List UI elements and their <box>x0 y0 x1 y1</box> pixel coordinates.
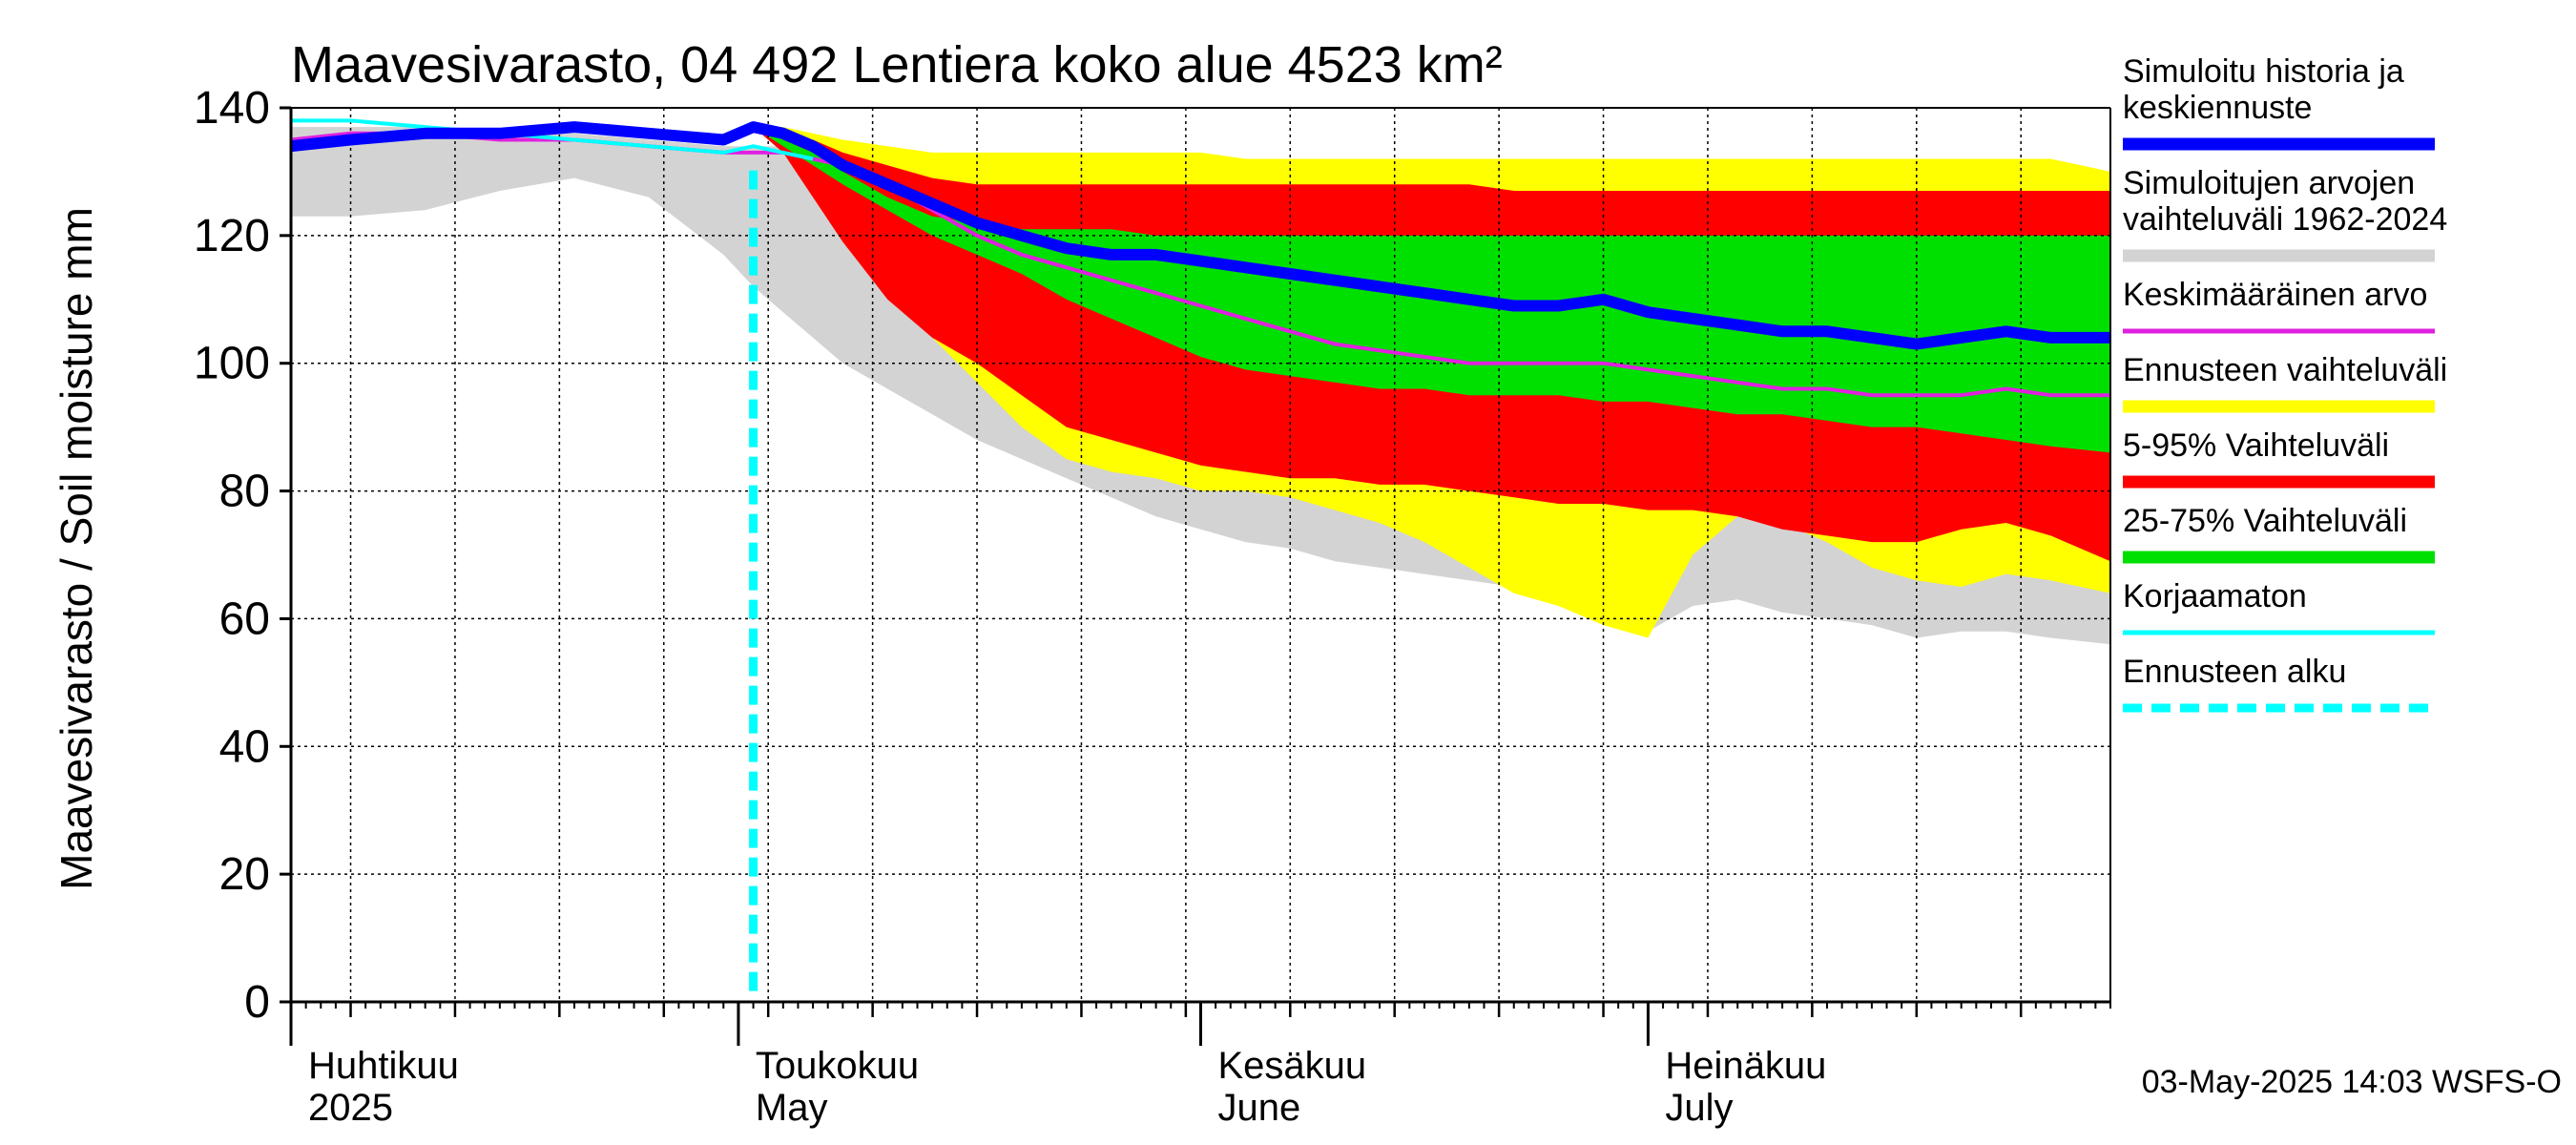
line-uncorrected <box>291 118 814 161</box>
y-tick-label: 20 <box>219 849 270 900</box>
x-month-label-fi: Heinäkuu <box>1665 1045 1826 1087</box>
legend-label: Keskimääräinen arvo <box>2123 277 2427 313</box>
legend-label: 25-75% Vaihteluväli <box>2123 503 2407 539</box>
legend-item: Ennusteen vaihteluväli <box>2123 352 2447 413</box>
legend-item: 5-95% Vaihteluväli <box>2123 427 2435 489</box>
chart-title: Maavesivarasto, 04 492 Lentiera koko alu… <box>291 36 1503 94</box>
y-tick-label: 120 <box>194 211 270 261</box>
y-tick-label: 100 <box>194 339 270 389</box>
line-mean <box>290 131 2110 398</box>
y-axis-label: Maavesivarasto / Soil moisture mm <box>52 207 101 890</box>
y-tick-label: 80 <box>219 467 270 517</box>
y-tick-label: 0 <box>244 977 270 1028</box>
legend-item: Ennusteen alku <box>2123 654 2435 713</box>
line-median <box>290 121 2110 350</box>
legend-label: vaihteluväli 1962-2024 <box>2123 201 2447 238</box>
x-month-label-en: June <box>1218 1087 1301 1129</box>
y-tick-label: 40 <box>219 721 270 772</box>
timestamp-footer: 03-May-2025 14:03 WSFS-O <box>2142 1064 2562 1100</box>
legend-label: Simuloitujen arvojen <box>2123 165 2415 201</box>
legend-item: Korjaamaton <box>2123 578 2435 635</box>
legend-label: 5-95% Vaihteluväli <box>2123 427 2389 464</box>
legend-label: keskiennuste <box>2123 90 2312 126</box>
legend-label: Ennusteen alku <box>2123 654 2346 690</box>
x-month-label-fi: Toukokuu <box>756 1045 919 1087</box>
legend: Simuloitu historia jakeskiennusteSimuloi… <box>2123 53 2447 713</box>
legend-item: 25-75% Vaihteluväli <box>2123 503 2435 564</box>
legend-label: Ennusteen vaihteluväli <box>2123 352 2447 388</box>
x-month-label-fi: Kesäkuu <box>1218 1045 1367 1087</box>
x-month-label-fi: Huhtikuu <box>308 1045 459 1087</box>
x-month-label-en: 2025 <box>308 1087 393 1129</box>
y-tick-label: 60 <box>219 593 270 644</box>
x-month-label-en: July <box>1665 1087 1733 1129</box>
series-lines <box>290 118 2110 1002</box>
legend-item: Keskimääräinen arvo <box>2123 277 2435 334</box>
x-month-label-en: May <box>756 1087 828 1129</box>
y-tick-label: 140 <box>194 83 270 134</box>
legend-label: Simuloitu historia ja <box>2123 53 2404 90</box>
legend-label: Korjaamaton <box>2123 578 2307 614</box>
